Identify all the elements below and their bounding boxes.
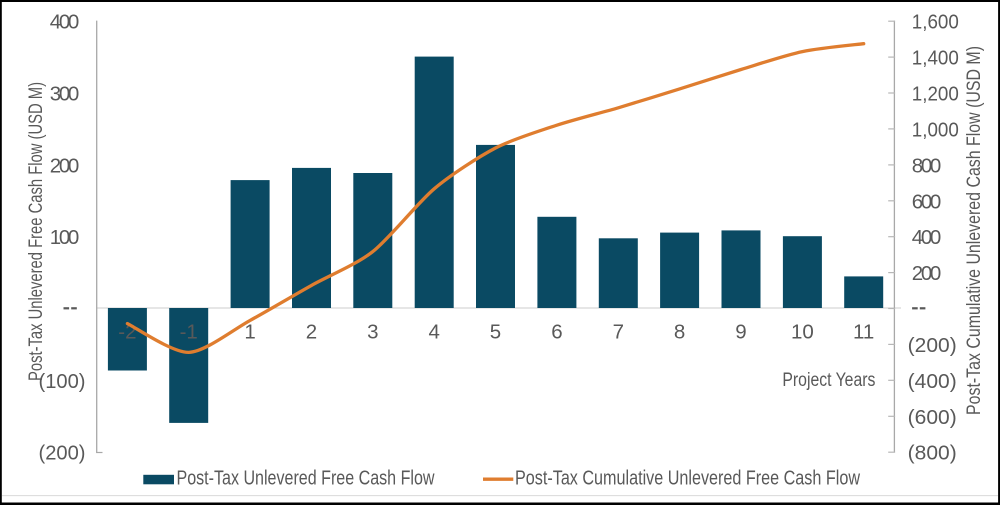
svg-text:3: 3	[367, 320, 378, 343]
svg-text:1,400: 1,400	[912, 47, 959, 70]
svg-text:11: 11	[853, 320, 874, 343]
svg-text:100: 100	[50, 226, 80, 249]
svg-text:600: 600	[912, 190, 942, 213]
svg-text:(200): (200)	[908, 334, 957, 357]
svg-text:1,000: 1,000	[912, 118, 959, 141]
svg-text:1,600: 1,600	[912, 11, 959, 34]
svg-text:1,200: 1,200	[912, 83, 959, 106]
svg-text:2: 2	[306, 320, 317, 343]
svg-text:Post-Tax Unlevered Free Cash F: Post-Tax Unlevered Free Cash Flow	[177, 468, 435, 490]
svg-text:(200): (200)	[39, 442, 86, 465]
svg-text:6: 6	[551, 320, 562, 343]
svg-text:300: 300	[50, 83, 80, 106]
svg-text:5: 5	[490, 320, 501, 343]
svg-text:1: 1	[244, 320, 255, 343]
svg-text:(400): (400)	[908, 370, 957, 393]
svg-text:7: 7	[613, 320, 624, 343]
svg-text:200: 200	[50, 154, 80, 177]
svg-text:Project Years: Project Years	[782, 370, 875, 391]
svg-text:400: 400	[912, 226, 942, 249]
svg-text:Post-Tax Cumulative Unlevered: Post-Tax Cumulative Unlevered Free Cash …	[515, 468, 860, 490]
svg-text:(800): (800)	[908, 442, 957, 465]
svg-text:9: 9	[735, 320, 746, 343]
svg-text:4: 4	[428, 320, 439, 343]
svg-text:10: 10	[791, 320, 814, 343]
svg-text:8: 8	[674, 320, 685, 343]
svg-text:200: 200	[912, 262, 942, 285]
svg-text:800: 800	[912, 154, 942, 177]
svg-text:(600): (600)	[908, 406, 957, 429]
svg-text:Post-Tax Cumulative Unlevered: Post-Tax Cumulative Unlevered Cash Flow …	[963, 46, 985, 415]
svg-text:Post-Tax Unlevered Free Cash F: Post-Tax Unlevered Free Cash Flow (USD M…	[25, 82, 47, 381]
svg-text:(100): (100)	[39, 370, 86, 393]
svg-text:400: 400	[50, 11, 80, 34]
svg-text:-1: -1	[180, 320, 198, 343]
